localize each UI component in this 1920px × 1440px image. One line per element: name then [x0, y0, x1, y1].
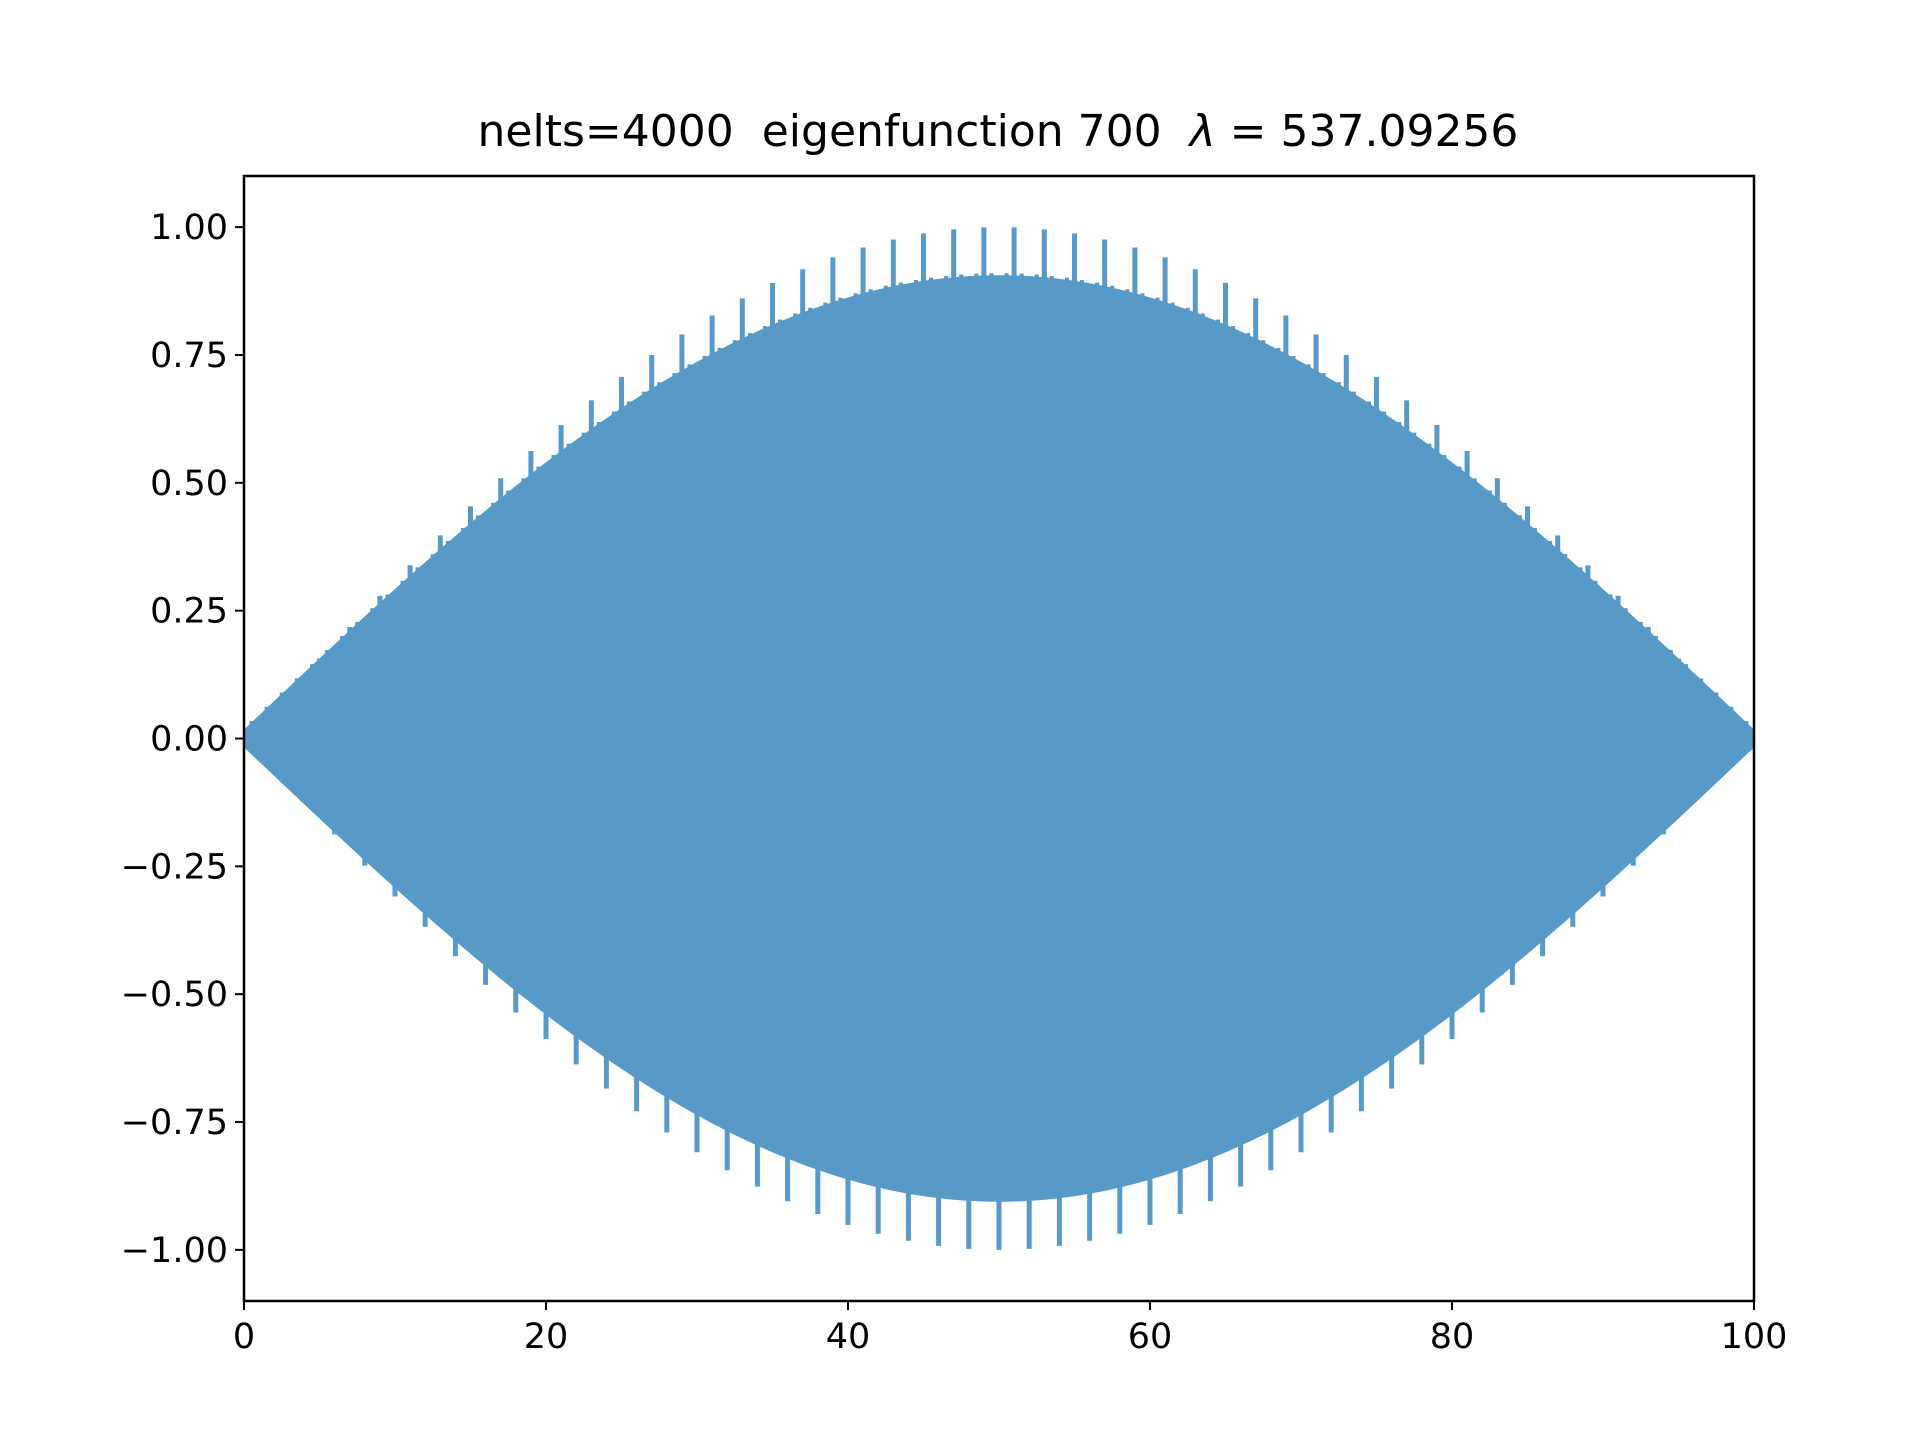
- title-prefix: nelts=4000 eigenfunction 700: [478, 106, 1190, 157]
- y-tick-label: −0.25: [121, 847, 228, 887]
- title-equals: =: [1216, 106, 1281, 157]
- y-tick-label: −1.00: [121, 1231, 228, 1271]
- x-axis: 0 20 40 60 80 100: [233, 1301, 1788, 1357]
- x-tick-label: 40: [826, 1317, 871, 1357]
- y-tick-label: 1.00: [150, 208, 228, 248]
- x-tick-label: 80: [1430, 1317, 1475, 1357]
- x-tick-label: 100: [1721, 1317, 1788, 1357]
- y-tick-label: 0.50: [150, 464, 228, 504]
- y-axis: −1.00 −0.75 −0.50 −0.25 0.00 0.25 0.50 0.75 1.00: [121, 208, 244, 1271]
- chart-title: nelts=4000 eigenfunction 700 λ = 537.092…: [478, 106, 1519, 157]
- y-tick-label: 0.25: [150, 592, 228, 632]
- y-tick-label: −0.50: [121, 975, 228, 1015]
- series-body: [244, 275, 1754, 1202]
- title-lambda-value: 537.09256: [1280, 106, 1518, 157]
- x-tick-label: 20: [524, 1317, 569, 1357]
- y-tick-label: 0.75: [150, 336, 228, 376]
- series-eigenfunction: [244, 227, 1754, 1250]
- y-tick-label: −0.75: [121, 1103, 228, 1143]
- x-tick-label: 60: [1128, 1317, 1173, 1357]
- x-tick-label: 0: [233, 1317, 255, 1357]
- title-lambda-symbol: λ: [1188, 106, 1216, 157]
- y-tick-label: 0.00: [150, 720, 228, 760]
